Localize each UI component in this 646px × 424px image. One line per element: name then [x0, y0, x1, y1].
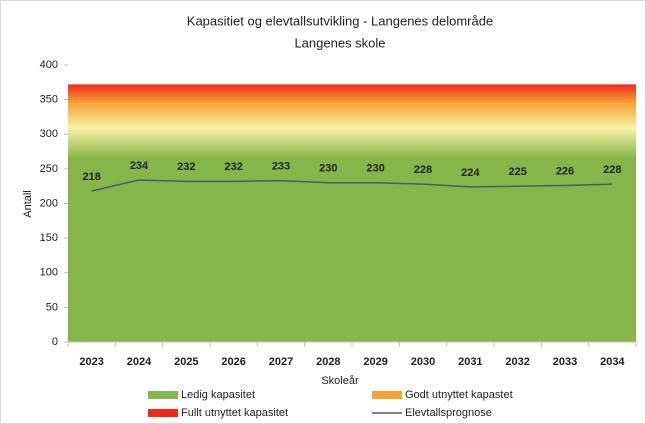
forecast-line: [91, 179, 613, 192]
x-tick-label: 2027: [269, 356, 293, 368]
legend-swatch: [148, 409, 178, 417]
data-label: 233: [272, 161, 290, 173]
chart-title: Kapasitiet og elevtallsutvikling - Lange…: [187, 13, 493, 28]
data-label: 225: [508, 166, 526, 178]
y-tick-label: 150: [40, 232, 58, 244]
data-label: 232: [224, 161, 242, 173]
data-label: 226: [556, 165, 574, 177]
chart-subtitle: Langenes skole: [294, 35, 385, 50]
x-tick-label: 2029: [363, 356, 387, 368]
x-tick-label: 2025: [174, 356, 198, 368]
data-label: 218: [82, 171, 100, 183]
legend-label: Ledig kapasitet: [181, 389, 255, 401]
x-tick-label: 2033: [553, 356, 577, 368]
capacity-band: [68, 158, 636, 342]
x-tick-label: 2026: [221, 356, 245, 368]
data-label: 224: [461, 167, 480, 179]
y-tick-label: 50: [46, 301, 58, 313]
x-tick-label: 2024: [127, 356, 152, 368]
data-label: 228: [414, 164, 432, 176]
x-tick-label: 2030: [411, 356, 435, 368]
y-tick-label: 350: [40, 94, 58, 106]
x-axis-label: Skoleår: [321, 375, 359, 387]
legend-label: Elevtallsprognose: [405, 407, 492, 419]
y-tick-label: 300: [40, 128, 58, 140]
x-tick-label: 2034: [600, 356, 625, 368]
x-tick-label: 2032: [505, 356, 529, 368]
data-label: 228: [603, 164, 621, 176]
legend-swatch: [372, 391, 402, 399]
data-label: 232: [177, 161, 195, 173]
data-label: 230: [319, 163, 337, 175]
capacity-band: [68, 103, 636, 159]
data-label: 234: [130, 160, 149, 172]
x-tick-label: 2031: [458, 356, 482, 368]
legend-label: Fullt utnyttet kapasitet: [181, 407, 288, 419]
y-tick-label: 0: [52, 336, 58, 348]
x-tick-label: 2023: [79, 356, 103, 368]
legend-swatch: [148, 391, 178, 399]
data-label: 230: [366, 163, 384, 175]
capacity-band: [68, 84, 636, 104]
y-tick-label: 100: [40, 267, 58, 279]
y-tick-label: 400: [40, 59, 58, 71]
y-tick-label: 200: [40, 197, 58, 209]
legend-label: Godt utnyttet kapastet: [405, 389, 513, 401]
x-tick-label: 2028: [316, 356, 340, 368]
y-axis-label: Antall: [22, 190, 34, 218]
y-tick-label: 250: [40, 163, 58, 175]
